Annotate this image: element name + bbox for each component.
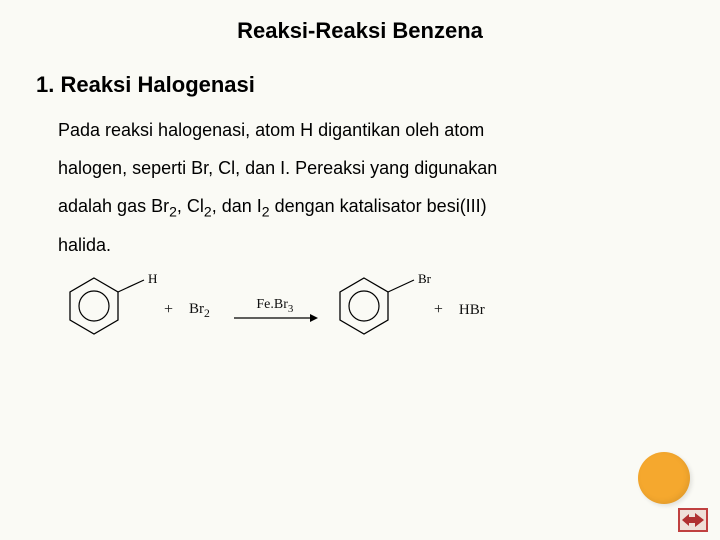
benzene-br: Br bbox=[334, 270, 424, 350]
hexagon-icon bbox=[70, 278, 118, 334]
body-line-4: halida. bbox=[58, 235, 111, 255]
reagent-br2: Br2 bbox=[189, 301, 210, 320]
aromatic-circle-icon bbox=[349, 291, 379, 321]
body-line-3b: , Cl bbox=[177, 196, 204, 216]
sub-br2: 2 bbox=[169, 203, 177, 219]
bond-line bbox=[118, 280, 144, 292]
reaction-scheme: H + Br2 Fe.Br3 Br + HBr bbox=[64, 270, 690, 350]
substituent-br: Br bbox=[418, 271, 432, 286]
reagent-text: Br bbox=[189, 301, 204, 317]
body-line-3c: , dan I bbox=[212, 196, 262, 216]
nav-button[interactable] bbox=[678, 508, 708, 532]
body-line-1: Pada reaksi halogenasi, atom H digantika… bbox=[58, 120, 484, 140]
swap-arrows-icon bbox=[682, 513, 704, 527]
benzene-h: H bbox=[64, 270, 154, 350]
reaction-arrow: Fe.Br3 bbox=[232, 297, 318, 325]
arrow-icon bbox=[232, 312, 318, 324]
bond-line bbox=[388, 280, 414, 292]
hexagon-icon bbox=[340, 278, 388, 334]
decorative-circle bbox=[638, 452, 690, 504]
body-line-2: halogen, seperti Br, Cl, dan I. Pereaksi… bbox=[58, 158, 497, 178]
body-line-3d: dengan katalisator besi(III) bbox=[270, 196, 487, 216]
body-text: Pada reaksi halogenasi, atom H digantika… bbox=[58, 112, 680, 264]
page-title: Reaksi-Reaksi Benzena bbox=[30, 18, 690, 44]
body-line-3a: adalah gas Br bbox=[58, 196, 169, 216]
aromatic-circle-icon bbox=[79, 291, 109, 321]
reagent-sub: 2 bbox=[204, 307, 210, 320]
substituent-h: H bbox=[148, 271, 157, 286]
section-heading: 1. Reaksi Halogenasi bbox=[36, 72, 690, 98]
catalyst-text: Fe.Br bbox=[256, 297, 288, 312]
sub-cl2: 2 bbox=[204, 203, 212, 219]
product-hbr: HBr bbox=[459, 302, 485, 319]
sub-i2: 2 bbox=[262, 203, 270, 219]
